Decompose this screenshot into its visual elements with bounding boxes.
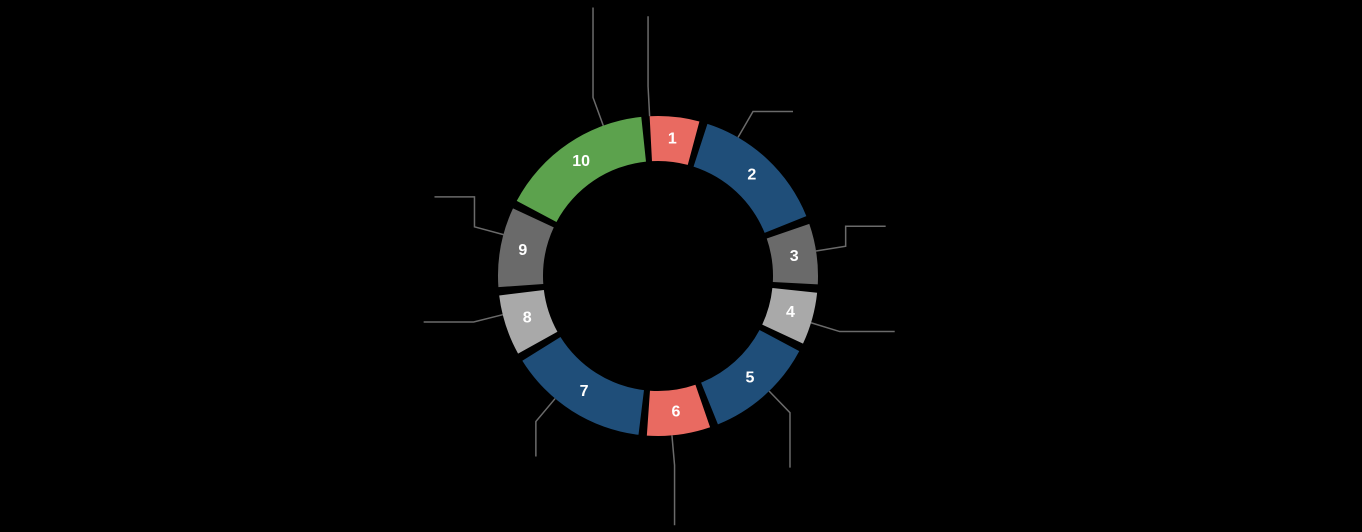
segment-label: 9 xyxy=(518,242,527,259)
segment-label: 5 xyxy=(746,369,755,386)
segment-label: 1 xyxy=(668,130,677,147)
segment-label: 6 xyxy=(671,404,680,421)
segment-label: 8 xyxy=(523,310,532,327)
segment-label: 4 xyxy=(786,304,795,321)
segment-label: 10 xyxy=(572,153,590,170)
segment-label: 3 xyxy=(790,248,799,265)
segment-label: 2 xyxy=(747,167,756,184)
segment-label: 7 xyxy=(580,383,589,400)
donut-chart: 1 2 3 4 5 6 7 8 9 10 xyxy=(0,0,1362,532)
